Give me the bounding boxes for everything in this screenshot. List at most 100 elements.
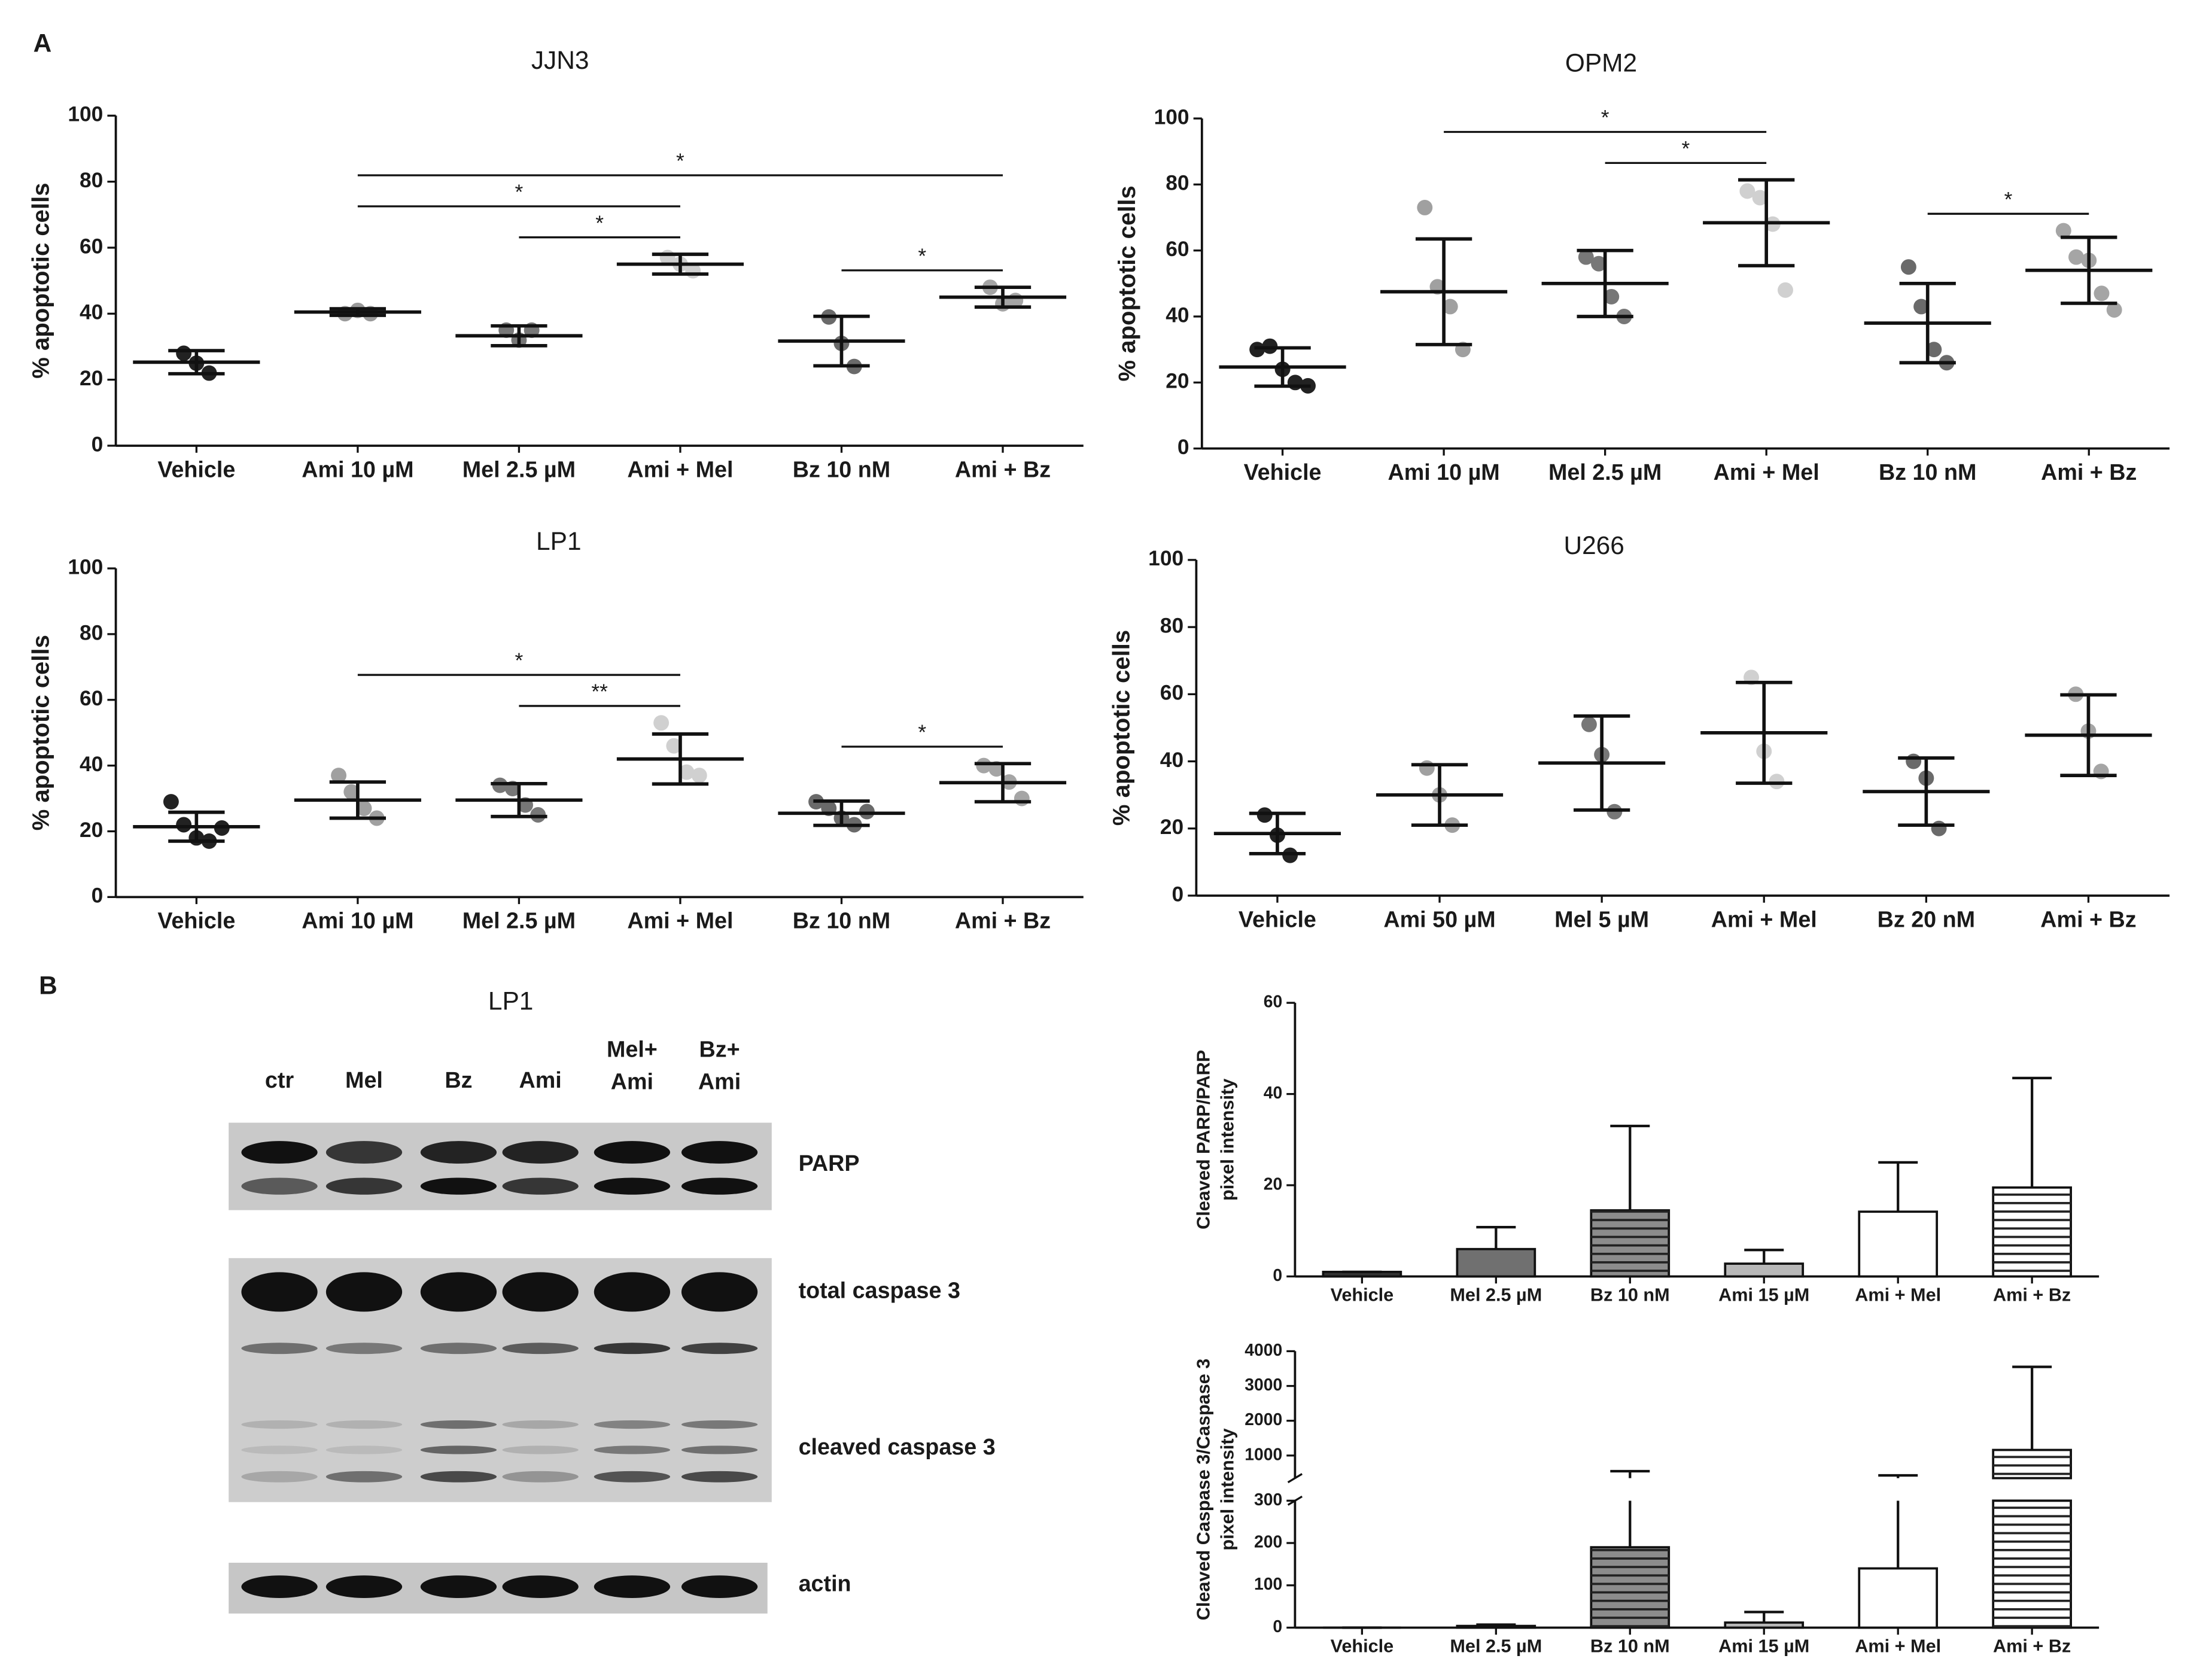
blot-band	[420, 1141, 497, 1164]
data-point	[1926, 342, 1942, 358]
error-bar	[1878, 1161, 1918, 1212]
x-tick-label: Ami + Mel	[1714, 459, 1820, 485]
y-axis-label: % apoptotic cells	[28, 183, 54, 379]
y-tick-label: 20	[80, 818, 103, 842]
x-tick-label: Mel 2.5 µM	[463, 908, 576, 933]
x-tick-label: Bz 10 nM	[1590, 1285, 1670, 1305]
blot-band	[241, 1343, 318, 1355]
x-tick-label: Ami 15 µM	[1718, 1285, 1809, 1305]
blot-band	[681, 1471, 758, 1483]
error-bar	[1898, 756, 1955, 827]
error-bar	[2012, 1365, 2052, 1450]
y-tick-label: 0	[1273, 1617, 1282, 1636]
blot-band	[502, 1177, 579, 1195]
data-point	[1752, 190, 1768, 206]
significance-label: *	[515, 649, 524, 672]
data-point	[343, 784, 360, 800]
error-bar	[1411, 763, 1468, 827]
y-tick-label: 40	[1264, 1083, 1282, 1102]
error-bar	[1736, 680, 1793, 785]
data-point	[163, 794, 179, 810]
lane-label: Mel	[345, 1067, 383, 1092]
blot-band	[594, 1420, 671, 1429]
chart-title: JJN3	[531, 46, 589, 74]
y-tick-label: 100	[1154, 105, 1189, 129]
bar	[1456, 1247, 1536, 1278]
significance-label: *	[918, 721, 926, 744]
y-tick-label: 3000	[1245, 1375, 1282, 1394]
error-bar	[813, 314, 870, 368]
lane-label: Ami	[698, 1069, 741, 1094]
lane-label: Ami	[611, 1069, 653, 1094]
x-tick-label: Ami + Mel	[1855, 1636, 1941, 1657]
error-bar	[652, 732, 709, 786]
y-tick-label: 60	[80, 687, 103, 710]
blot-band	[502, 1445, 579, 1454]
blot-band	[502, 1575, 579, 1598]
y-tick-label: 200	[1254, 1532, 1282, 1551]
error-bar	[2012, 1076, 2052, 1188]
data-point	[1778, 282, 1793, 298]
band-label: PARP	[799, 1151, 860, 1176]
data-point	[1581, 716, 1597, 732]
bar	[1858, 1210, 1939, 1278]
blot-band	[594, 1141, 671, 1164]
y-tick-label: 100	[1148, 547, 1183, 570]
blot-title: LP1	[488, 987, 533, 1015]
error-bar	[2061, 235, 2117, 305]
blot-band	[325, 1272, 403, 1312]
x-tick-label: Ami 10 µM	[302, 456, 413, 482]
x-tick-label: Mel 5 µM	[1554, 906, 1649, 932]
y-tick-label: 0	[1177, 436, 1189, 459]
x-tick-label: Ami 10 µM	[1388, 459, 1499, 485]
y-tick-label: 60	[1160, 681, 1183, 705]
x-tick-label: Mel 2.5 µM	[1450, 1636, 1542, 1657]
band-label: total caspase 3	[799, 1277, 960, 1302]
blot-band	[241, 1471, 318, 1483]
y-tick-label: 20	[1264, 1174, 1282, 1194]
error-bar	[1573, 714, 1630, 812]
y-tick-label: 40	[80, 301, 103, 324]
x-tick-label: Ami + Bz	[1993, 1285, 2071, 1305]
blot-panel	[229, 1122, 772, 1210]
x-tick-label: Bz 20 nM	[1878, 906, 1975, 932]
blot-band	[241, 1445, 318, 1454]
bar-hatch	[1591, 1210, 1669, 1277]
x-tick-label: Ami + Bz	[1993, 1636, 2071, 1657]
blot-band	[325, 1471, 403, 1483]
blot-band	[420, 1445, 497, 1454]
bar-hatch	[1993, 1450, 2071, 1628]
blot-band	[241, 1177, 318, 1195]
blot-band	[681, 1445, 758, 1454]
x-tick-label: Ami 10 µM	[302, 908, 413, 933]
blot-band	[420, 1343, 497, 1355]
blot-band	[325, 1420, 403, 1429]
y-axis-label: Cleaved PARP/PARP	[1194, 1050, 1214, 1229]
significance-label: *	[918, 245, 926, 268]
error-bar	[1744, 1611, 1784, 1623]
blot-band	[420, 1177, 497, 1195]
data-point	[1931, 820, 1947, 836]
error-bar	[1738, 178, 1795, 267]
data-point	[2055, 223, 2071, 239]
error-bar	[1878, 1474, 1918, 1569]
error-bar	[168, 349, 225, 376]
error-bar	[491, 324, 547, 348]
band-label: cleaved caspase 3	[799, 1434, 996, 1459]
x-tick-label: Ami 15 µM	[1718, 1636, 1809, 1657]
blot-band	[594, 1343, 671, 1355]
x-tick-label: Vehicle	[157, 456, 235, 482]
x-tick-label: Ami + Mel	[627, 908, 733, 933]
blot-band	[681, 1420, 758, 1429]
bar-hatch	[1993, 1187, 2071, 1277]
blot-band	[325, 1575, 403, 1598]
x-tick-label: Ami + Mel	[1855, 1285, 1941, 1305]
y-tick-label: 80	[1166, 172, 1189, 195]
significance-label: *	[2004, 188, 2013, 211]
x-tick-label: Ami + Bz	[955, 456, 1051, 482]
y-axis-label: % apoptotic cells	[1114, 185, 1140, 381]
lane-label: ctr	[265, 1067, 294, 1092]
blot-band	[594, 1272, 671, 1312]
data-point	[176, 345, 192, 361]
